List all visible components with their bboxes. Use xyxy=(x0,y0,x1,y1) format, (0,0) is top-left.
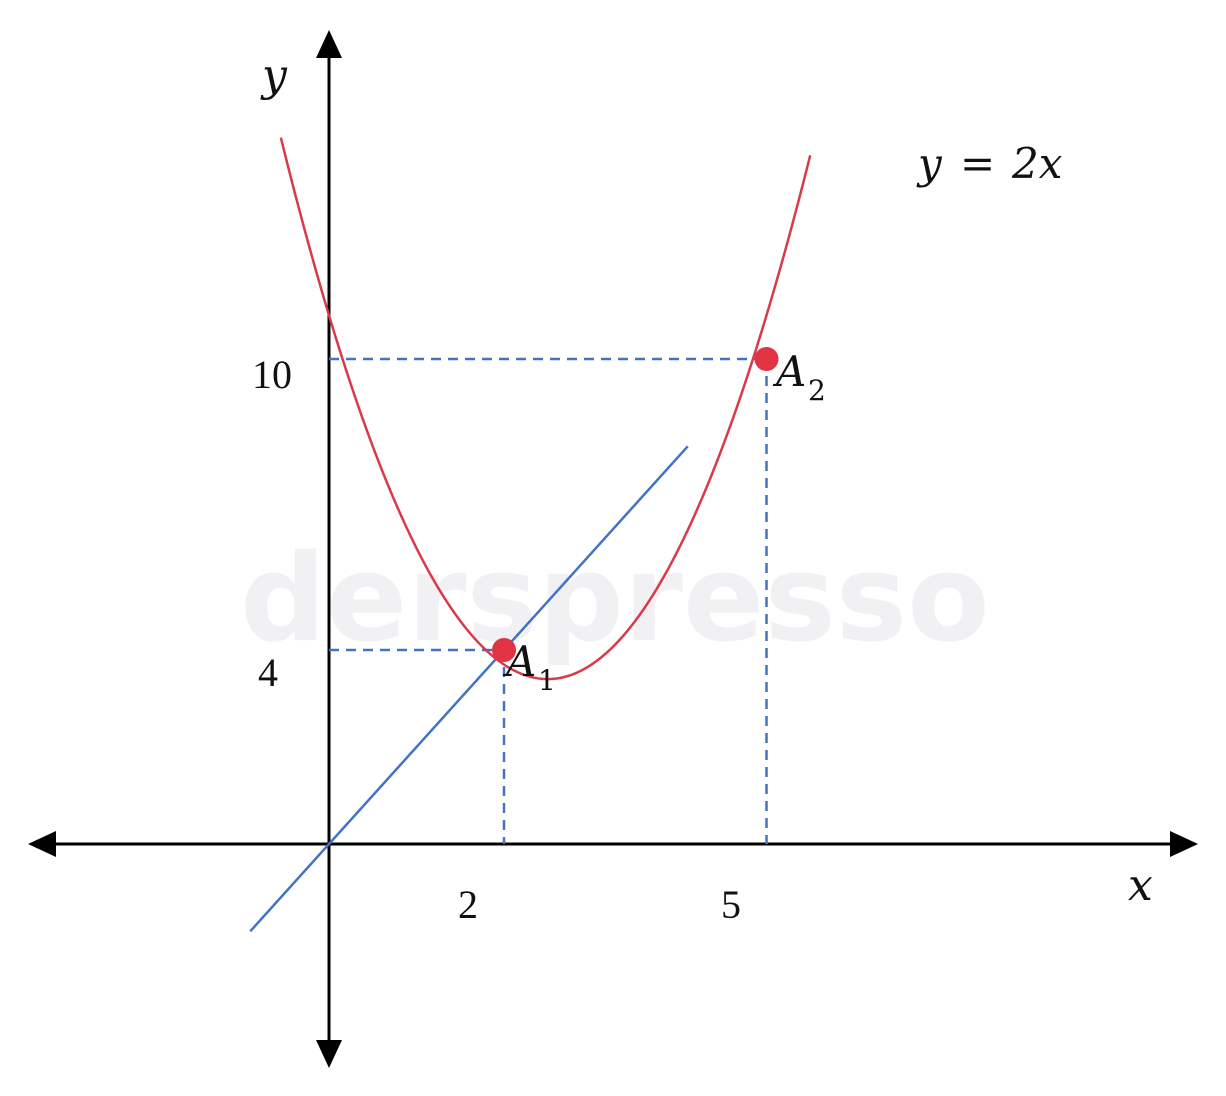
point-label-a2-sub: 2 xyxy=(808,374,826,407)
y-tick-label-4: 4 xyxy=(258,650,278,695)
axes xyxy=(28,30,1198,1068)
watermark-text: derspresso xyxy=(240,530,990,669)
x-axis-arrow-left xyxy=(28,831,56,857)
points-layer xyxy=(492,347,779,662)
x-axis-arrow-right xyxy=(1170,831,1198,857)
point-label-a1-name: A xyxy=(502,637,536,686)
x-axis-label: x xyxy=(1128,860,1153,911)
point-label-a1: A 1 xyxy=(502,637,556,697)
guide-lines xyxy=(329,357,768,844)
point-label-a1-sub: 1 xyxy=(538,664,556,697)
intersection-point-a1 xyxy=(492,638,516,662)
y-axis-label: y xyxy=(260,50,288,101)
series-layer xyxy=(249,137,812,933)
point-label-a2-name: A xyxy=(772,347,806,396)
y-axis-arrow-top xyxy=(316,30,342,58)
point-label-a2: A 2 xyxy=(772,347,826,407)
intersection-point-a2 xyxy=(754,347,779,371)
watermark: derspresso xyxy=(240,530,990,669)
series-parabola xyxy=(279,137,812,681)
x-tick-label-2: 2 xyxy=(458,882,478,927)
series-line-y-equals-2x xyxy=(249,445,689,933)
y-axis-arrow-bottom xyxy=(316,1040,342,1068)
y-tick-label-10: 10 xyxy=(252,352,292,397)
line-equation-rhs: 2x xyxy=(1011,139,1063,188)
line-equation-label: y = 2x xyxy=(916,139,1063,188)
line-equation-eq: = xyxy=(960,139,995,188)
x-tick-label-5: 5 xyxy=(721,882,741,927)
line-equation-lhs: y xyxy=(916,139,943,188)
